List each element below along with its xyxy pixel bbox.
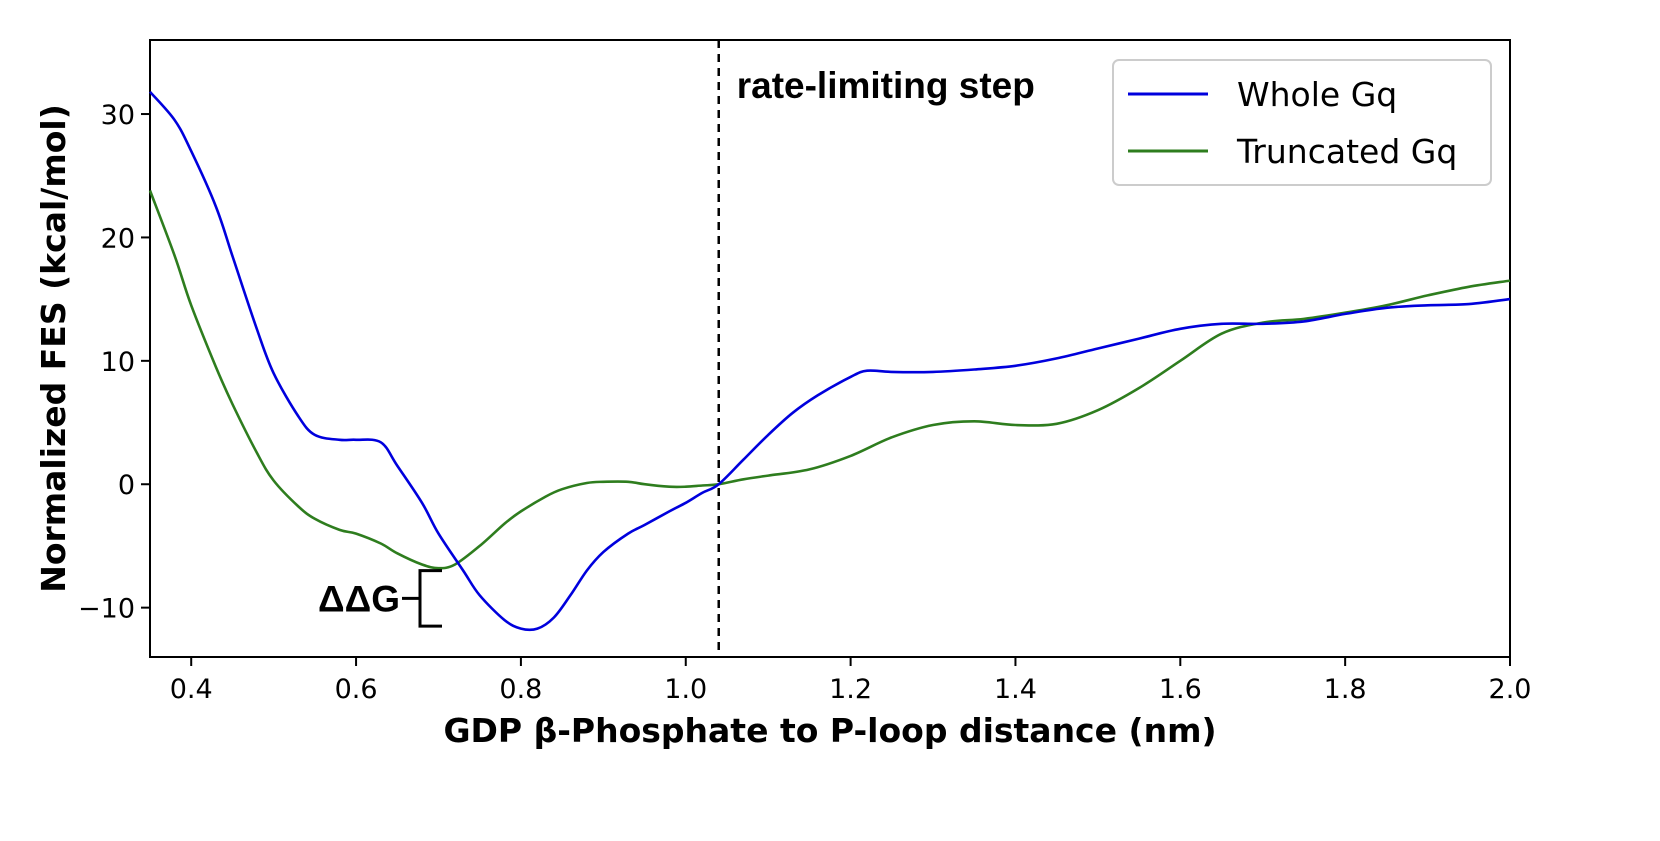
x-axis-label: GDP β-Phosphate to P-loop distance (nm) bbox=[443, 711, 1216, 750]
legend: Whole Gq Truncated Gq bbox=[1112, 59, 1492, 186]
y-tick-label: −10 bbox=[78, 594, 135, 625]
series-truncated-gq-line bbox=[148, 190, 1511, 570]
y-tick-label: 20 bbox=[101, 223, 135, 254]
x-tick-label: 1.0 bbox=[664, 674, 707, 705]
x-axis-ticks: 0.4 0.6 0.8 1.0 1.2 1.4 1.6 1.8 2.0 bbox=[170, 657, 1532, 705]
legend-box bbox=[1112, 59, 1492, 186]
series-lines bbox=[148, 90, 1511, 632]
y-tick-label: 0 bbox=[118, 470, 135, 501]
x-tick-label: 0.8 bbox=[499, 674, 542, 705]
x-tick-label: 2.0 bbox=[1489, 674, 1532, 705]
legend-label-whole-gq: Whole Gq bbox=[1237, 75, 1397, 114]
series-whole-gq-line bbox=[149, 90, 1511, 632]
x-tick-label: 1.2 bbox=[829, 674, 872, 705]
x-tick-label: 0.4 bbox=[170, 674, 213, 705]
x-tick-label: 0.6 bbox=[335, 674, 378, 705]
x-tick-label: 1.8 bbox=[1324, 674, 1367, 705]
x-tick-label: 1.6 bbox=[1159, 674, 1202, 705]
y-axis-ticks: −10 0 10 20 30 bbox=[78, 100, 150, 625]
rate-limiting-step-label: rate-limiting step bbox=[737, 65, 1035, 106]
x-tick-label: 1.4 bbox=[994, 674, 1037, 705]
y-tick-label: 30 bbox=[101, 100, 135, 131]
y-tick-label: 10 bbox=[101, 347, 135, 378]
legend-label-truncated-gq: Truncated Gq bbox=[1236, 132, 1457, 171]
y-axis-label: Normalized FES (kcal/mol) bbox=[34, 104, 73, 593]
ddg-bracket bbox=[402, 569, 442, 628]
plot-frame bbox=[149, 39, 1511, 658]
ddg-label: ΔΔG bbox=[318, 578, 400, 619]
